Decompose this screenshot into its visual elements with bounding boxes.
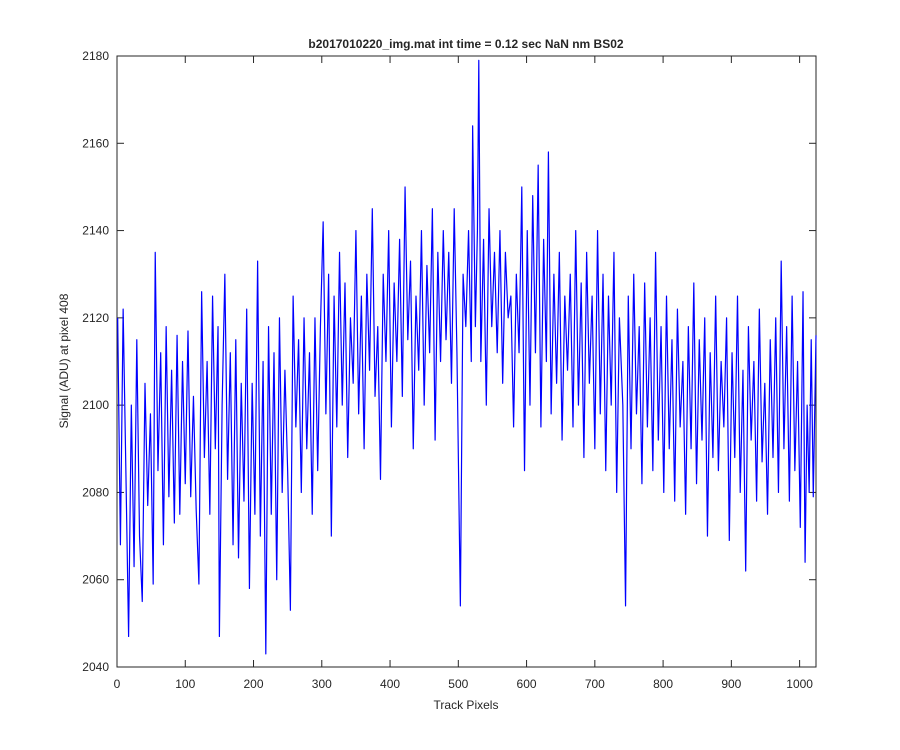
x-tick-label: 400 [380,677,400,691]
x-tick-label: 200 [244,677,264,691]
signal-line [117,59,817,655]
x-tick-label: 800 [653,677,673,691]
y-tick-label: 2080 [82,485,109,499]
x-tick-label: 700 [585,677,605,691]
x-tick-label: 300 [312,677,332,691]
y-tick-label: 2140 [82,224,109,238]
y-tick-label: 2100 [82,398,109,412]
y-tick-label: 2160 [82,136,109,150]
x-tick-label: 900 [721,677,741,691]
x-axis-label: Track Pixels [434,698,499,712]
plot-box [116,55,817,668]
y-tick-label: 2180 [82,49,109,63]
y-tick-label: 2120 [82,311,109,325]
x-tick-label: 1000 [786,677,813,691]
chart-title: b2017010220_img.mat int time = 0.12 sec … [308,37,623,51]
y-axis-label: Signal (ADU) at pixel 408 [57,293,71,428]
x-tick-label: 600 [517,677,537,691]
x-tick-label: 500 [448,677,468,691]
x-tick-label: 100 [175,677,195,691]
y-tick-label: 2040 [82,660,109,674]
y-tick-label: 2060 [82,573,109,587]
x-tick-label: 0 [114,677,121,691]
